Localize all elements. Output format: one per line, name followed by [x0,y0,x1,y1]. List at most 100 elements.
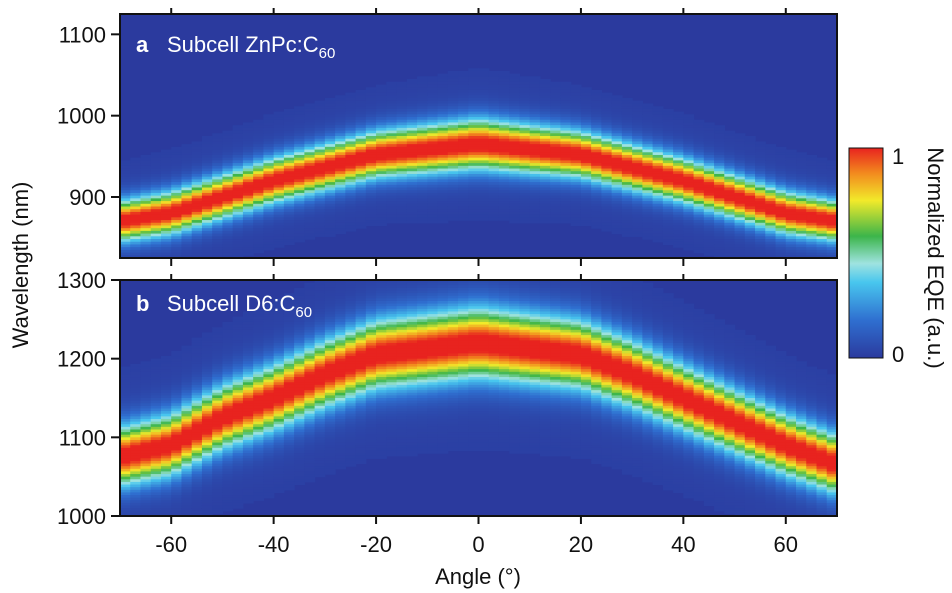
heatmap-cell [171,190,183,194]
heatmap-cell [140,366,152,370]
heatmap-cell [304,350,316,355]
heatmap-cell [171,468,183,473]
heatmap-cell [417,184,428,189]
heatmap-cell [263,122,275,126]
heatmap-cell [150,390,162,394]
heatmap-cell [294,119,305,124]
heatmap-cell [150,405,162,410]
heatmap-cell [580,206,592,210]
heatmap-cell [324,348,336,352]
heatmap-cell [488,98,500,102]
heatmap-cell [140,513,152,516]
heatmap-cell [458,214,469,218]
heatmap-cell [171,429,183,433]
heatmap-cell [283,119,295,124]
heatmap-cell [345,398,357,402]
heatmap-cell [160,163,172,167]
heatmap-cell [140,453,152,457]
heatmap-cell [222,203,234,208]
heatmap-cell [601,144,613,148]
heatmap-cell [263,138,275,143]
heatmap-cell [386,206,398,210]
heatmap-cell [550,146,562,151]
heatmap-cell [621,146,633,151]
heatmap-cell [591,222,603,227]
heatmap-cell [406,141,418,145]
heatmap-cell [263,198,275,202]
heatmap-cell [724,195,736,199]
heatmap-cell [580,168,592,172]
heatmap-cell [509,141,521,145]
heatmap-cell [130,505,142,509]
heatmap-cell [253,314,264,318]
heatmap-cell [580,217,592,221]
heatmap-cell [365,127,377,132]
heatmap-cell [273,437,285,441]
heatmap-cell [273,236,285,240]
heatmap-cell [468,157,480,161]
heatmap-cell [273,342,285,347]
heatmap-cell [201,249,213,254]
heatmap-cell [335,455,346,459]
heatmap-cell [140,479,152,483]
heatmap-cell [120,211,131,216]
heatmap-cell [427,117,439,121]
heatmap-cell [642,217,654,221]
heatmap-cell [570,203,582,208]
heatmap-cell [345,195,357,199]
heatmap-cell [570,130,582,134]
heatmap-cell [191,247,203,251]
heatmap-cell [703,214,715,218]
heatmap-cell [765,192,777,197]
heatmap-cell [826,230,837,235]
heatmap-cell [171,450,183,454]
heatmap-cell [406,179,418,183]
heatmap-cell [365,203,377,208]
heatmap-cell [734,138,746,143]
heatmap-cell [232,353,244,357]
heatmap-cell [130,510,142,514]
heatmap-cell [734,163,746,167]
heatmap-cell [427,89,439,94]
heatmap-cell [314,474,326,478]
heatmap-cell [160,203,172,208]
heatmap-cell [232,332,244,336]
heatmap-cell [714,184,725,189]
heatmap-cell [253,198,264,202]
heatmap-cell [212,403,224,407]
heatmap-cell [212,481,224,486]
heatmap-cell [427,187,439,191]
heatmap-cell [570,163,582,167]
heatmap-cell [304,384,316,389]
heatmap-cell [283,474,295,478]
heatmap-cell [273,222,285,227]
heatmap-cell [201,371,213,375]
heatmap-cell [509,211,521,216]
heatmap-cell [714,163,725,167]
heatmap-cell [263,353,275,357]
heatmap-cell [324,418,336,423]
heatmap-cell [253,168,264,172]
heatmap-cell [140,405,152,410]
heatmap-cell [150,508,162,512]
heatmap-cell [498,182,510,186]
heatmap-cell [806,244,818,248]
heatmap-cell [324,429,336,433]
heatmap-cell [458,73,469,77]
heatmap-cell [335,439,346,444]
heatmap-cell [406,190,418,194]
heatmap-cell [263,225,275,229]
heatmap-cell [447,119,459,124]
heatmap-cell [324,187,336,191]
heatmap-cell [294,445,305,449]
heatmap-cell [283,447,295,452]
heatmap-cell [734,171,746,175]
heatmap-cell [509,184,521,189]
heatmap-cell [642,190,654,194]
heatmap-cell [427,141,439,145]
heatmap-cell [519,138,531,143]
heatmap-cell [376,154,387,159]
heatmap-cell [140,426,152,431]
heatmap-cell [437,92,449,96]
heatmap-cell [222,144,234,148]
